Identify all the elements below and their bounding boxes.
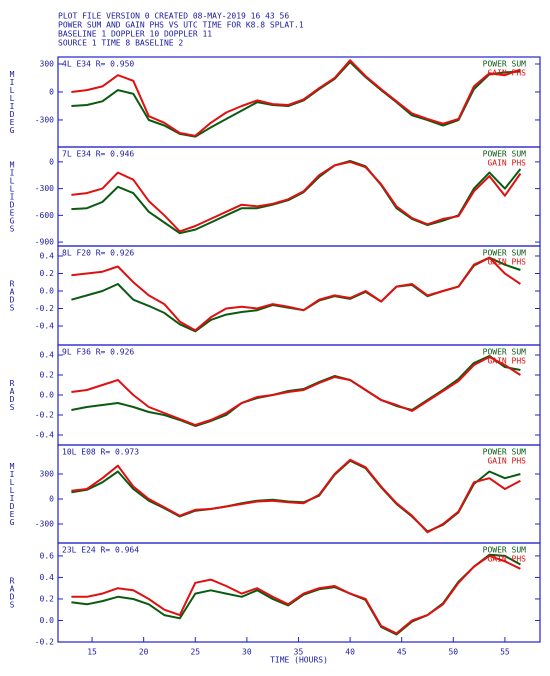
y-tick-label: 0.4 [40, 573, 55, 582]
x-tick-label: 35 [294, 648, 304, 657]
legend-entry: POWER SUM [483, 546, 527, 555]
y-axis-label: RADS [8, 280, 17, 312]
series-line [71, 553, 521, 636]
series-line [71, 160, 522, 235]
y-tick-label: -0.2 [35, 304, 54, 313]
y-tick-label: -300 [35, 520, 54, 529]
y-tick-label: -0.4 [35, 431, 54, 440]
series-line [71, 356, 521, 426]
series-line [71, 458, 521, 534]
x-tick-label: 45 [397, 648, 407, 657]
y-tick-label: 0.2 [40, 371, 55, 380]
series-line [71, 59, 521, 137]
series-line [71, 160, 522, 233]
x-tick-label: 30 [242, 648, 252, 657]
series-line [71, 61, 521, 138]
series-line [71, 459, 521, 533]
y-axis-label: MILLIDEGS [8, 161, 17, 233]
panel-frame [57, 344, 541, 446]
panel-label: 7L E34 R= 0.946 [62, 150, 134, 159]
series-line [71, 256, 521, 332]
y-tick-label: 0 [49, 157, 54, 166]
y-axis-label: RADS [8, 577, 17, 609]
legend-entry: POWER SUM [483, 448, 527, 457]
legend-entry: GAIN PHS [487, 258, 526, 267]
panel-label: 10L E08 R= 0.973 [62, 448, 139, 457]
x-tick-label: 20 [139, 648, 149, 657]
y-tick-label: 0.6 [40, 551, 55, 560]
panel-frame [57, 542, 541, 643]
y-tick-label: 0 [49, 87, 54, 96]
legend-entry: POWER SUM [483, 249, 527, 258]
legend-entry: GAIN PHS [487, 555, 526, 564]
legend-entry: GAIN PHS [487, 69, 526, 78]
header-line: SOURCE 1 TIME 8 BASELINE 2 [58, 39, 183, 48]
y-tick-label: 0.2 [40, 269, 55, 278]
y-tick-label: 0.4 [40, 351, 55, 360]
legend-entry: GAIN PHS [487, 159, 526, 168]
x-tick-label: 55 [500, 648, 510, 657]
legend-entry: POWER SUM [483, 60, 527, 69]
y-tick-label: 0.4 [40, 251, 55, 260]
legend-entry: GAIN PHS [487, 457, 526, 466]
series-line [71, 554, 521, 635]
x-tick-label: 15 [87, 648, 97, 657]
legend-entry: GAIN PHS [487, 357, 526, 366]
x-tick-label: 50 [448, 648, 458, 657]
panel-label: 8L F20 R= 0.926 [62, 249, 134, 258]
y-tick-label: -300 [35, 184, 54, 193]
y-tick-label: -300 [35, 115, 54, 124]
series-line [71, 256, 521, 333]
header-line: BASELINE 1 DOPPLER 10 DOPPLER 11 [58, 30, 212, 39]
y-tick-label: 0.0 [40, 286, 55, 295]
y-tick-label: 0.0 [40, 616, 55, 625]
y-tick-label: -0.2 [35, 411, 54, 420]
y-tick-label: -600 [35, 211, 54, 220]
panel-frame [57, 146, 541, 247]
panel-label: 9L F36 R= 0.926 [62, 348, 134, 357]
x-axis-label: TIME (HOURS) [270, 656, 328, 665]
x-tick-label: 40 [345, 648, 355, 657]
y-axis-label: MILLIDEG [8, 462, 17, 526]
x-tick-label: 25 [190, 648, 200, 657]
panel-label: 4L E34 R= 0.950 [62, 60, 134, 69]
y-tick-label: -0.2 [35, 638, 54, 647]
legend-entry: POWER SUM [483, 150, 527, 159]
y-axis-label: RADS [8, 379, 17, 411]
y-tick-label: -900 [35, 238, 54, 247]
panel-label: 23L E24 R= 0.964 [62, 546, 139, 555]
y-axis-label: MILLIDEG [8, 70, 17, 134]
y-tick-label: -0.4 [35, 322, 54, 331]
legend-entry: POWER SUM [483, 348, 527, 357]
header-line: PLOT FILE VERSION 0 CREATED 08-MAY-2019 … [58, 12, 289, 21]
header-line: POWER SUM AND GAIN PHS VS UTC TIME FOR K… [58, 21, 304, 30]
y-tick-label: 0 [49, 495, 54, 504]
y-tick-label: 0.2 [40, 594, 55, 603]
y-tick-label: 300 [40, 59, 55, 68]
y-tick-label: 300 [40, 470, 55, 479]
y-tick-label: 0.0 [40, 391, 55, 400]
